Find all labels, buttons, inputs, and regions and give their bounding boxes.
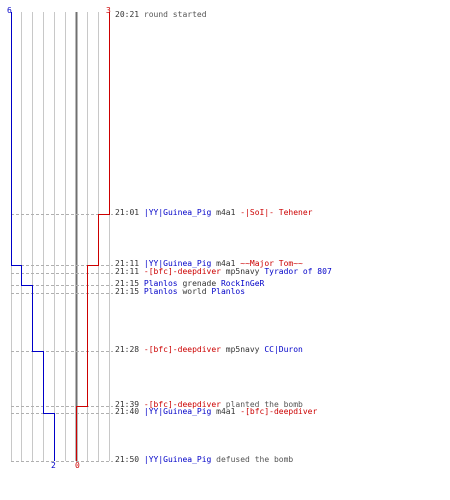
log-time: 21:11 xyxy=(115,267,144,276)
log-entry: 21:15 Planlos world Planlos xyxy=(115,287,245,297)
log-entry: 21:28 -[bfc]-deepdiver mp5navy CC|Duron xyxy=(115,345,303,355)
log-entry: 21:39 -[bfc]-deepdiver planted the bomb xyxy=(115,400,303,410)
log-time: 21:40 xyxy=(115,407,144,416)
player-name: Planlos xyxy=(143,279,178,288)
player-name: -[bfc]-deepdiver xyxy=(143,345,221,354)
player-name: |YY|Guinea_Pig xyxy=(143,407,212,416)
log-action: m4a1 xyxy=(211,208,241,217)
event-guide-lines xyxy=(11,214,113,462)
log-time: 21:15 xyxy=(115,279,144,288)
player-name: -|SoI|- Tehener xyxy=(240,208,313,217)
player-name: -[bfc]-deepdiver xyxy=(143,400,221,409)
log-action: world xyxy=(177,287,212,296)
t-start-count: 3 xyxy=(106,6,111,15)
log-action: defused the bomb xyxy=(211,455,294,464)
log-entry: 21:40 |YY|Guinea_Pig m4a1 -[bfc]-deepdiv… xyxy=(115,407,317,417)
log-time: 21:15 xyxy=(115,287,144,296)
log-time: 21:01 xyxy=(115,208,144,217)
ct-end-count: 2 xyxy=(51,461,56,470)
log-action: grenade xyxy=(177,279,221,288)
log-action: round started xyxy=(143,10,207,19)
log-action: mp5navy xyxy=(220,345,265,354)
log-time: 21:11 xyxy=(115,259,144,268)
log-time: 20:21 xyxy=(115,10,144,19)
player-name: CC|Duron xyxy=(264,345,303,354)
player-name: |YY|Guinea_Pig xyxy=(143,208,212,217)
log-entry: 21:15 Planlos grenade RockInGeR xyxy=(115,279,264,289)
log-time: 21:50 xyxy=(115,455,144,464)
log-action: m4a1 xyxy=(211,259,241,268)
ct-start-count: 6 xyxy=(7,6,12,15)
player-name: |YY|Guinea_Pig xyxy=(143,455,212,464)
log-entry: 21:11 -[bfc]-deepdiver mp5navy Tyrador o… xyxy=(115,267,332,277)
player-name: -[bfc]-deepdiver xyxy=(143,267,221,276)
t-end-count: 0 xyxy=(75,461,80,470)
log-action: mp5navy xyxy=(220,267,265,276)
player-name: -[bfc]-deepdiver xyxy=(240,407,318,416)
log-time: 21:28 xyxy=(115,345,144,354)
log-entry: 21:11 |YY|Guinea_Pig m4a1 ~~Major Tom~~ xyxy=(115,259,303,269)
log-action: planted the bomb xyxy=(220,400,303,409)
log-entry: 21:50 |YY|Guinea_Pig defused the bomb xyxy=(115,455,293,465)
player-name: Planlos xyxy=(143,287,178,296)
t-alive-line xyxy=(76,12,110,461)
log-action: m4a1 xyxy=(211,407,241,416)
graph-grid xyxy=(11,12,110,461)
player-name: RockInGeR xyxy=(220,279,265,288)
log-entry: 20:21 round started xyxy=(115,10,207,20)
player-name: Planlos xyxy=(211,287,246,296)
log-time: 21:39 xyxy=(115,400,144,409)
player-name: ~~Major Tom~~ xyxy=(240,259,303,268)
log-entry: 21:01 |YY|Guinea_Pig m4a1 -|SoI|- Tehene… xyxy=(115,208,313,218)
ct-alive-line xyxy=(11,12,55,461)
player-name: |YY|Guinea_Pig xyxy=(143,259,212,268)
player-name: Tyrador of 807 xyxy=(264,267,332,276)
